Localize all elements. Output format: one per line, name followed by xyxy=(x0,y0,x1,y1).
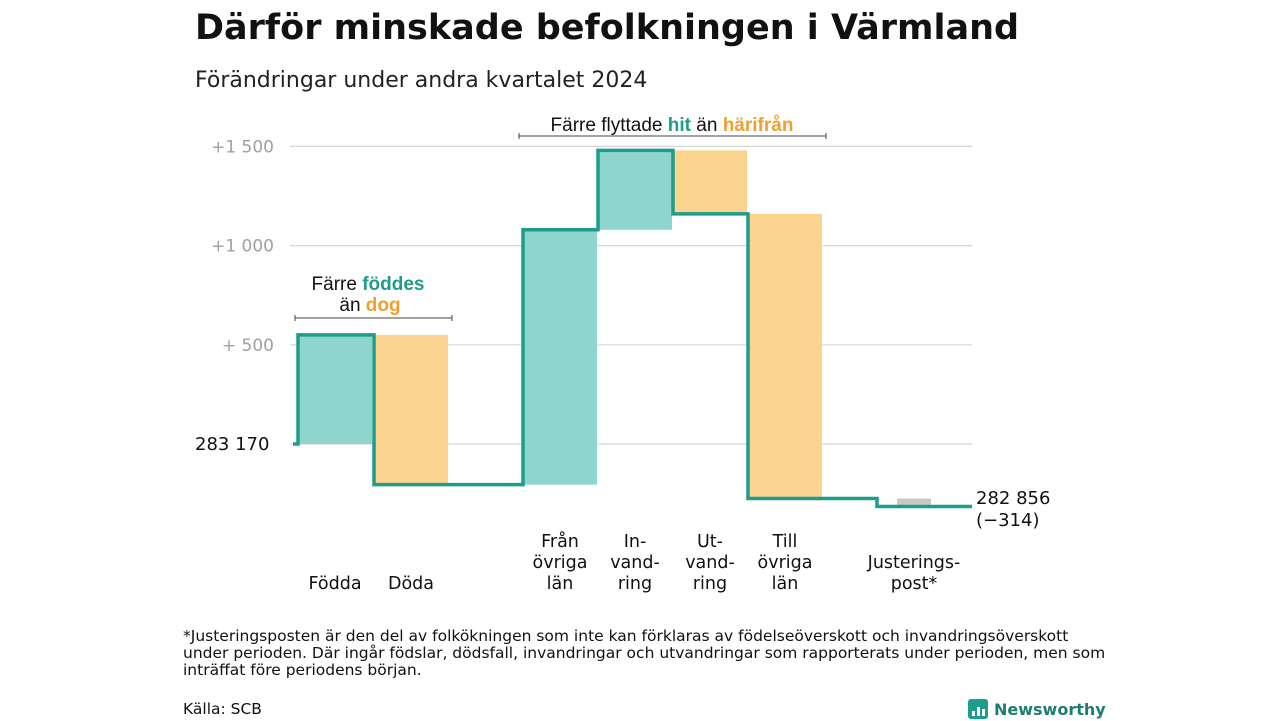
step-line xyxy=(293,148,972,509)
start-value-label: 283 170 xyxy=(195,434,269,455)
annotation-text: Färre flyttade hit än härifrån xyxy=(551,115,794,136)
annotation-text: Färre föddes xyxy=(312,274,425,295)
change-value-label: (−314) xyxy=(976,510,1039,531)
brand-name: Newsworthy xyxy=(994,699,1106,719)
x-category-label: övriga xyxy=(533,553,588,573)
chart-subtitle: Förändringar under andra kvartalet 2024 xyxy=(195,68,648,93)
x-category-label: Ut- xyxy=(697,532,723,552)
x-category-label: Till xyxy=(772,532,798,552)
x-category-label: län xyxy=(547,574,574,594)
bar-3 xyxy=(523,229,597,485)
x-category-label: In- xyxy=(624,532,647,552)
x-category-label: post* xyxy=(891,574,938,594)
source-label: Källa: SCB xyxy=(183,700,262,718)
x-category-label: Från xyxy=(541,531,579,552)
bar-6 xyxy=(748,213,822,499)
y-tick-label: + 500 xyxy=(222,336,274,356)
chart-title: Därför minskade befolkningen i Värmland xyxy=(195,8,1020,48)
x-category-label: övriga xyxy=(758,553,813,573)
annotation-bracket xyxy=(294,315,453,321)
annotation-text: än dog xyxy=(339,295,400,316)
x-category-label: Justerings- xyxy=(867,553,961,573)
bar-2 xyxy=(374,334,448,485)
x-category-label: ring xyxy=(693,574,727,594)
bar-chart-icon xyxy=(968,699,988,719)
y-tick-label: +1 000 xyxy=(211,237,274,257)
x-category-label: län xyxy=(772,574,799,594)
bar-7 xyxy=(897,498,931,507)
x-category-label: ring xyxy=(618,574,652,594)
brand-logo: Newsworthy xyxy=(968,697,1106,721)
y-tick-label: +1 500 xyxy=(211,137,274,157)
annotation-bracket xyxy=(518,133,827,139)
footnote: *Justeringsposten är den del av folkökni… xyxy=(183,627,1106,679)
bar-4 xyxy=(598,150,672,230)
bar-5 xyxy=(673,150,747,214)
bar-1 xyxy=(298,334,372,444)
x-category-label: vand- xyxy=(685,553,735,573)
x-category-label: Födda xyxy=(308,574,361,594)
x-category-label: vand- xyxy=(610,553,660,573)
end-value-label: 282 856 xyxy=(976,488,1050,509)
x-category-label: Döda xyxy=(388,574,434,594)
